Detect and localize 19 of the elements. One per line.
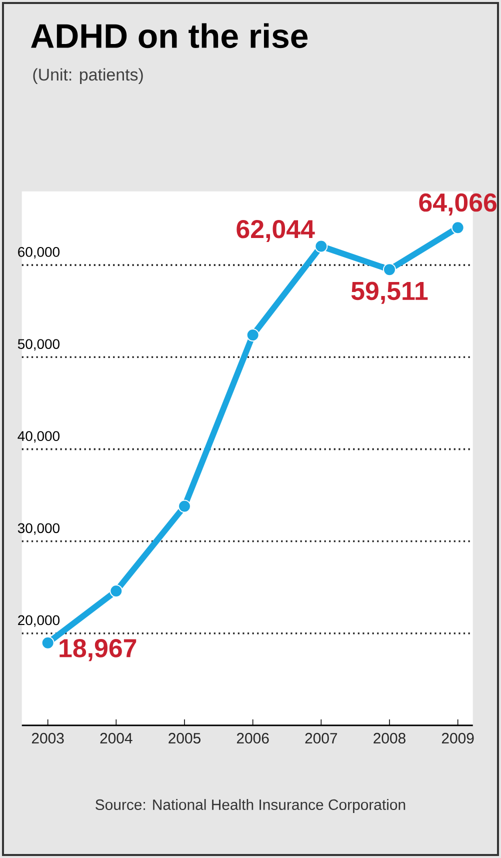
chart-title: ADHD on the rise [31,23,308,48]
x-tick-label: 2009 [442,732,474,744]
y-tick-label: 60,000 [18,247,60,259]
data-label: 59,511 [351,282,428,304]
data-label: 64,066 [419,193,496,216]
x-tick-label: 2006 [236,732,269,744]
y-tick-label: 50,000 [18,339,60,351]
x-tick-label: 2004 [100,732,132,744]
x-tick-label: 2008 [374,732,406,744]
data-label: 18,967 [60,639,136,662]
y-tick-label: 20,000 [18,615,60,627]
y-tick-label: 30,000 [18,523,60,535]
chart-subtitle: (Unit: patients) [33,68,143,84]
x-tick-label: 2005 [168,732,200,744]
source-note: Source: National Health Insurance Corporation [96,799,406,813]
data-label: 62,044 [236,220,315,242]
y-tick-label: 40,000 [18,431,60,443]
x-tick-label: 2003 [32,732,64,744]
x-tick-label: 2007 [305,732,338,744]
